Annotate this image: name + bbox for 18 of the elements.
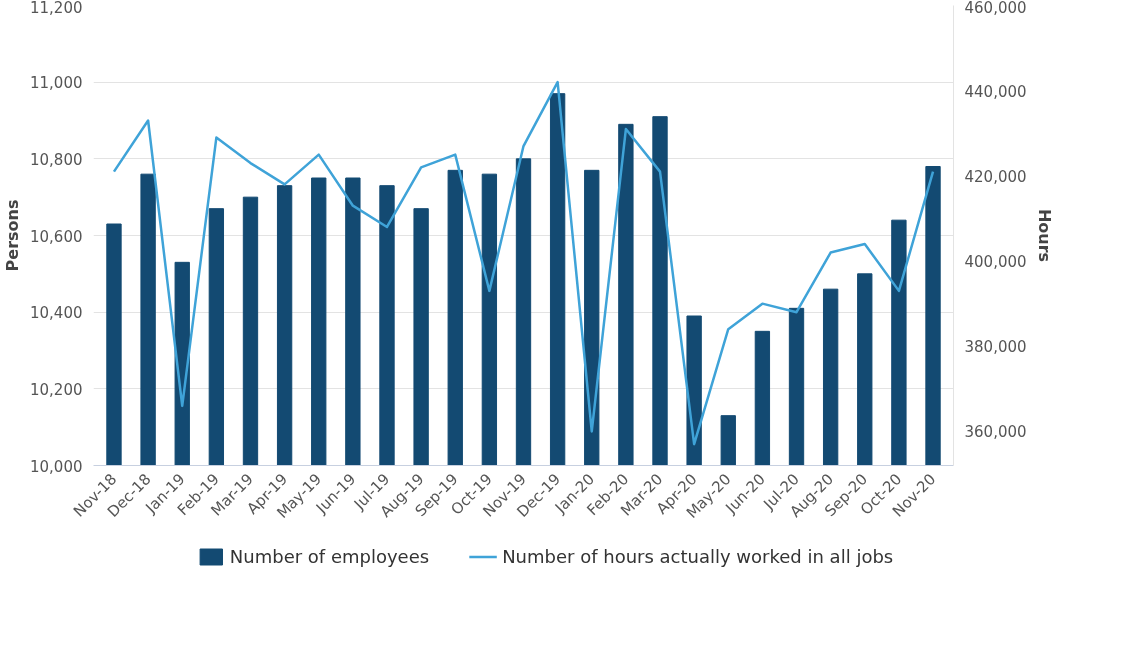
y2-axis-title: Hours — [1034, 208, 1054, 263]
y-tick-label: 10,400 — [30, 304, 83, 323]
y2-tick-label: 380,000 — [964, 338, 1027, 357]
legend-label: Number of hours actually worked in all jobs — [502, 545, 894, 567]
y2-tick-label: 460,000 — [964, 0, 1027, 17]
y-axis-title: Persons — [3, 199, 23, 272]
line-series — [112, 80, 935, 446]
y-tick-label: 10,600 — [30, 227, 83, 246]
y2-tick-label: 440,000 — [964, 82, 1027, 101]
y-tick-label: 10,800 — [30, 150, 83, 169]
y-tick-label: 11,000 — [30, 74, 83, 93]
y-tick-label: 10,200 — [30, 380, 83, 399]
y2-tick-label: 420,000 — [964, 167, 1027, 186]
y2-tick-label: 360,000 — [964, 423, 1027, 442]
y-tick-label: 11,200 — [30, 0, 83, 17]
y-tick-label: 10,000 — [30, 457, 83, 476]
legend-label: Number of employees — [229, 545, 430, 567]
y2-tick-label: 400,000 — [964, 253, 1027, 272]
